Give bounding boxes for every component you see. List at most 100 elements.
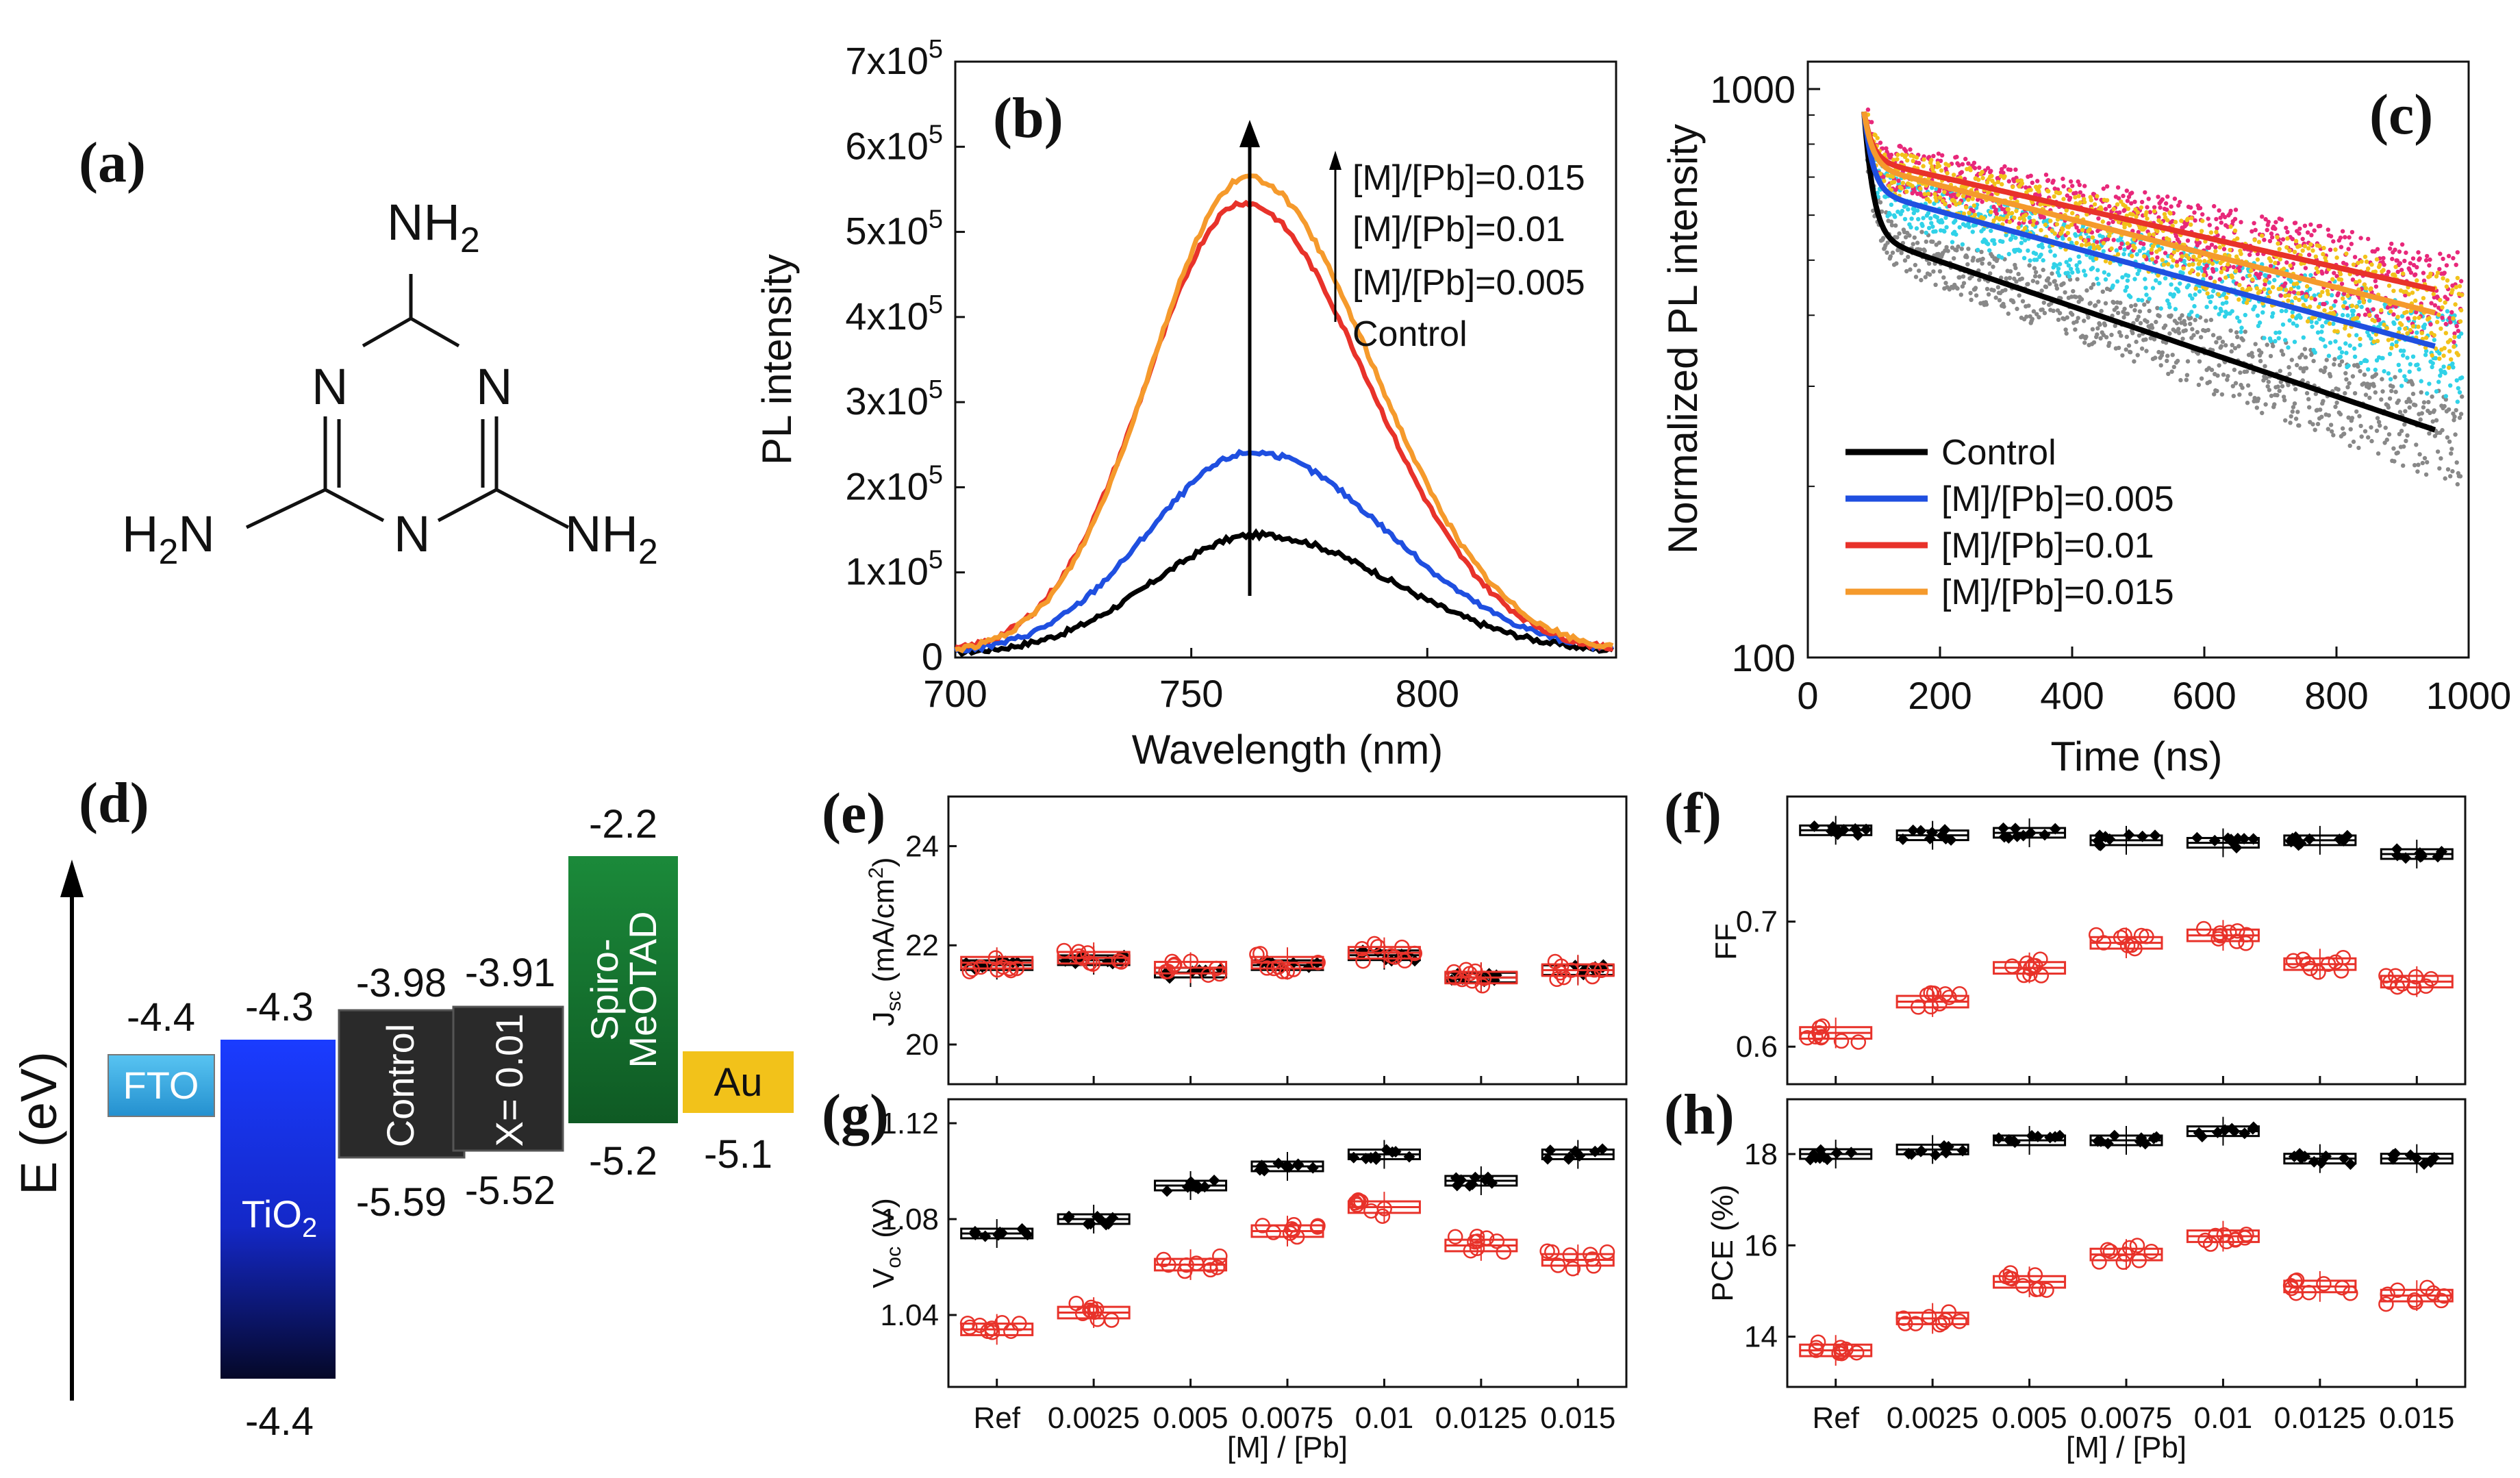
trpl-dot <box>2103 301 2108 305</box>
trpl-dot <box>2374 257 2380 262</box>
trpl-dot <box>2347 381 2352 386</box>
trpl-dot <box>2297 423 2302 428</box>
trpl-dot <box>2021 218 2027 223</box>
trpl-dot <box>2415 330 2419 335</box>
trpl-dot <box>2007 275 2013 280</box>
trpl-dot <box>2291 405 2296 410</box>
trpl-dot <box>2342 291 2347 296</box>
trpl-dot <box>2434 274 2439 279</box>
trpl-dot <box>2395 450 2400 455</box>
trpl-dot <box>2174 321 2180 325</box>
trpl-dot <box>1987 261 1992 266</box>
trpl-dot <box>1989 168 1993 173</box>
trpl-dot <box>1976 247 1980 253</box>
trpl-dot <box>2453 302 2458 307</box>
trpl-dot <box>1960 284 1965 289</box>
trpl-dot <box>2095 268 2100 273</box>
trpl-dot <box>2020 299 2026 303</box>
legend-entry-c: [M]/[Pb]=0.015 <box>1941 573 2174 612</box>
trpl-dot <box>2410 382 2415 387</box>
trpl-dot <box>2445 297 2450 301</box>
data-point <box>1469 1240 1485 1257</box>
data-point <box>1850 1034 1867 1050</box>
trpl-dot <box>2308 273 2313 277</box>
trpl-dot <box>2435 449 2441 454</box>
trpl-dot <box>2338 235 2343 240</box>
trpl-dot <box>2034 258 2039 262</box>
trpl-dot <box>2200 212 2205 217</box>
data-point <box>1062 1212 1074 1224</box>
trpl-dot <box>2403 409 2408 414</box>
trpl-dot <box>2050 228 2054 233</box>
trpl-dot <box>1945 171 1950 175</box>
x-tick-label: 0.005 <box>1153 1401 1228 1435</box>
data-point <box>2002 1270 2018 1286</box>
trpl-dot <box>2213 249 2218 253</box>
trpl-dot <box>2230 309 2234 314</box>
trpl-dot <box>2318 223 2323 229</box>
trpl-dot <box>1944 245 1949 250</box>
trpl-dot <box>1966 247 1971 251</box>
trpl-dot <box>2091 242 2096 247</box>
data-point <box>1476 970 1492 986</box>
trpl-dot <box>2178 281 2182 286</box>
trpl-dot <box>1903 149 1908 153</box>
trpl-dot <box>2067 274 2072 279</box>
trpl-dot <box>2033 270 2039 275</box>
trpl-dot <box>2056 317 2061 323</box>
trpl-dot <box>2284 288 2289 292</box>
data-point <box>2011 830 2024 842</box>
trpl-dot <box>2078 236 2084 240</box>
data-point <box>1830 1147 1843 1159</box>
trpl-dot <box>2401 353 2406 358</box>
trpl-dot <box>2328 374 2333 379</box>
trpl-dot <box>2443 300 2447 305</box>
trpl-dot <box>2408 362 2412 366</box>
layer-x001 <box>452 1005 564 1152</box>
trpl-dot <box>1931 269 1936 274</box>
trpl-dot <box>2090 266 2095 271</box>
trpl-dot <box>2217 245 2222 250</box>
trpl-dot <box>2191 262 2195 267</box>
trpl-dot <box>2067 258 2073 262</box>
trpl-dot <box>2120 353 2125 358</box>
trpl-dot <box>2189 205 2193 210</box>
trpl-dot <box>2082 199 2087 205</box>
trpl-dot <box>2057 311 2063 316</box>
trpl-dot <box>1930 239 1935 245</box>
trpl-dot <box>1989 173 1994 179</box>
trpl-dot <box>2382 440 2387 445</box>
trpl-dot <box>2455 399 2460 404</box>
trpl-dot <box>2107 340 2112 346</box>
trpl-dot <box>2280 322 2286 327</box>
trpl-dot <box>2308 286 2313 292</box>
trpl-dot <box>2307 252 2312 258</box>
trpl-dot <box>2243 329 2247 334</box>
trpl-dot <box>2077 182 2082 188</box>
trpl-dot <box>2278 286 2283 291</box>
trpl-dot <box>2332 303 2336 308</box>
trpl-dot <box>2458 412 2464 416</box>
trpl-dot <box>2443 476 2447 481</box>
trpl-dot <box>2160 197 2165 202</box>
trpl-dot <box>2221 266 2227 271</box>
trpl-dot <box>2305 230 2310 235</box>
trpl-dot <box>1993 208 1998 212</box>
trpl-dot <box>2382 262 2386 267</box>
trpl-dot <box>2427 316 2432 321</box>
trpl-dot <box>2456 353 2460 358</box>
trpl-dot <box>2278 368 2282 373</box>
trpl-dot <box>2153 355 2158 360</box>
x-tick-label-c: 800 <box>2304 674 2368 717</box>
trpl-dot <box>2297 226 2302 231</box>
amine-right: NH2 <box>565 505 658 572</box>
trpl-dot <box>1985 242 1991 247</box>
trpl-dot <box>1953 218 1958 223</box>
trpl-dot <box>2397 326 2402 331</box>
data-point <box>2196 1131 2208 1142</box>
trpl-dot <box>2039 288 2044 293</box>
trpl-dot <box>2289 279 2293 284</box>
trpl-dot <box>1980 199 1985 204</box>
trpl-dot <box>2449 447 2454 451</box>
trpl-dot <box>2264 375 2269 381</box>
